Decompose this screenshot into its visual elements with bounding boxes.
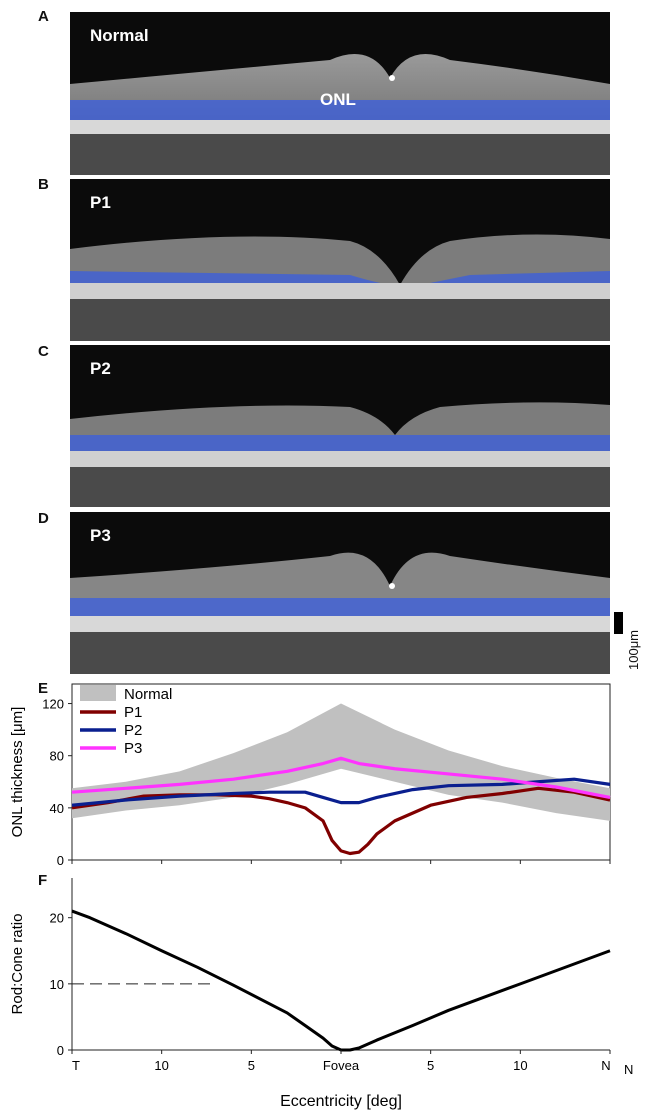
legend-label-p3: P3 [124, 740, 142, 757]
panel-label-p2: P2 [90, 359, 111, 378]
series-line-p3 [71, 756, 611, 799]
oct-scan-normal: Normal ONL [70, 12, 610, 175]
panel-label-normal: Normal [90, 26, 149, 45]
chart-f-xtick-label: T [72, 1058, 80, 1073]
legend-label-p2: P2 [124, 722, 142, 739]
panel-label-p3: P3 [90, 526, 111, 545]
chart-e-ytick-label: 40 [50, 801, 64, 816]
chart-f-ylabel: Rod:Cone ratio [9, 914, 26, 1015]
panel-letter-b: B [38, 176, 49, 193]
chart-f-ytick-label: 0 [57, 1043, 64, 1058]
chart-e-ytick-label: 120 [42, 697, 64, 712]
chart-f-xtick-label: 5 [427, 1058, 434, 1073]
legend-swatch-normal [80, 685, 116, 701]
series-line-rod-cone [71, 909, 611, 1052]
chart-e-ytick-label: 80 [50, 749, 64, 764]
chart-f-xtick-label-n: N [624, 1062, 633, 1077]
onl-label: ONL [320, 90, 356, 109]
panel-label-p1: P1 [90, 193, 111, 212]
chart-e-ylabel: ONL thickness [μm] [9, 707, 26, 838]
chart-f-ytick-label: 20 [50, 911, 64, 926]
chart-f-ytick-label: 10 [50, 977, 64, 992]
panel-letter-e: E [38, 680, 49, 697]
chart-f-xtick-label: N [601, 1058, 610, 1073]
panel-letter-f: F [38, 872, 48, 889]
chart-f-xtick-label: 10 [513, 1058, 527, 1073]
scale-bar [614, 612, 623, 634]
chart-f-xtick-label: 10 [154, 1058, 168, 1073]
chart-f-xtick-label: Fovea [323, 1058, 360, 1073]
chart-f-xlabel: Eccentricity [deg] [280, 1093, 402, 1110]
panel-letter-c: C [38, 343, 49, 360]
chart-e-ytick-label: 0 [57, 853, 64, 868]
panel-letter-a: A [38, 8, 49, 25]
legend-label-p1: P1 [124, 704, 142, 721]
legend-label-normal: Normal [124, 686, 172, 703]
panel-letter-d: D [38, 510, 49, 527]
oct-scan-p3: P3 [70, 512, 610, 674]
oct-scan-p2: P2 [70, 345, 610, 507]
normal-range-band [72, 703, 610, 821]
oct-scan-p1: P1 [70, 179, 610, 341]
chart-f-xtick-label: 5 [248, 1058, 255, 1073]
scale-bar-label: 100μm [626, 629, 641, 670]
